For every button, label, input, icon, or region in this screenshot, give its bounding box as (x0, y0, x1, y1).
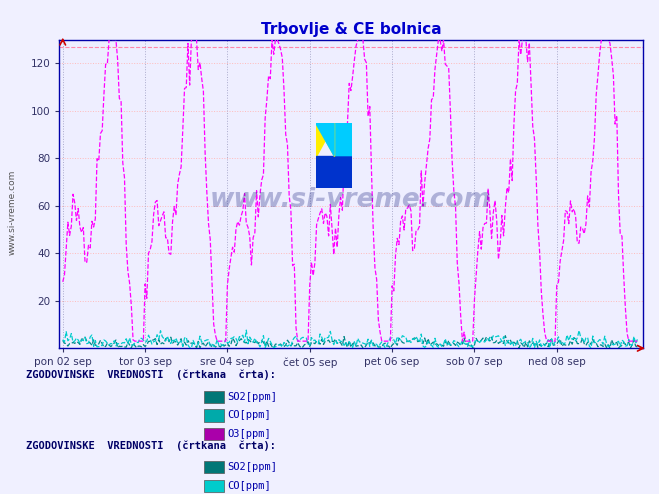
Text: www.si-vreme.com: www.si-vreme.com (210, 187, 492, 213)
Polygon shape (316, 156, 352, 188)
Polygon shape (316, 124, 334, 156)
Text: CO[ppm]: CO[ppm] (227, 411, 271, 420)
Text: ZGODOVINSKE  VREDNOSTI  (črtkana  črta):: ZGODOVINSKE VREDNOSTI (črtkana črta): (26, 370, 276, 380)
Polygon shape (334, 124, 352, 156)
Text: SO2[ppm]: SO2[ppm] (227, 462, 277, 472)
Text: CO[ppm]: CO[ppm] (227, 481, 271, 491)
Polygon shape (316, 124, 334, 156)
Title: Trbovlje & CE bolnica: Trbovlje & CE bolnica (260, 22, 442, 37)
Text: www.si-vreme.com: www.si-vreme.com (8, 170, 17, 255)
Polygon shape (316, 124, 334, 156)
Text: SO2[ppm]: SO2[ppm] (227, 392, 277, 402)
Text: O3[ppm]: O3[ppm] (227, 429, 271, 439)
Text: ZGODOVINSKE  VREDNOSTI  (črtkana  črta):: ZGODOVINSKE VREDNOSTI (črtkana črta): (26, 440, 276, 451)
Polygon shape (334, 124, 352, 156)
